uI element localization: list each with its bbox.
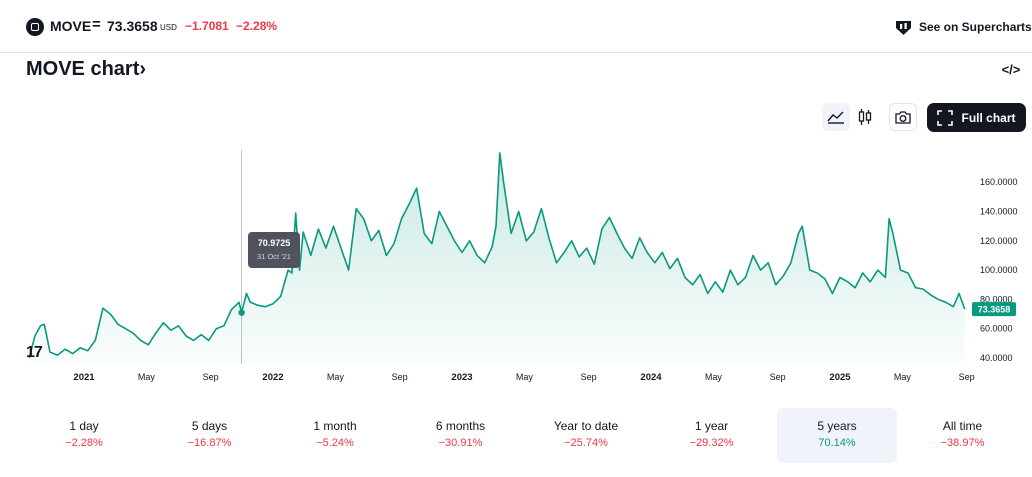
y-tick-label: 120.0000 bbox=[980, 236, 1018, 246]
price-chart[interactable]: 160.0000 140.0000 120.0000 100.0000 80.0000 6… bbox=[0, 140, 1032, 390]
x-tick-label: Sep bbox=[581, 372, 597, 382]
equals-sign: = bbox=[92, 16, 101, 33]
tradingview-logo[interactable]: 17 bbox=[26, 344, 43, 361]
y-tick-label: 100.0000 bbox=[980, 265, 1018, 275]
range-button[interactable]: 1 year −29.32% bbox=[652, 408, 772, 463]
x-tick-label: 2025 bbox=[829, 372, 851, 383]
x-tick-label: Sep bbox=[770, 372, 786, 382]
candlestick-button[interactable] bbox=[851, 103, 879, 131]
tooltip-date: 31 Oct '21 bbox=[257, 252, 291, 261]
last-price: 73.3658 bbox=[107, 18, 158, 34]
x-tick-label: May bbox=[516, 372, 534, 382]
x-tick-label: 2024 bbox=[640, 372, 662, 383]
price-change: −1.7081 bbox=[185, 19, 229, 33]
symbol-name[interactable]: MOVE bbox=[50, 18, 92, 34]
range-label: All time bbox=[942, 419, 983, 433]
see-on-supercharts-link[interactable]: See on Supercharts bbox=[894, 16, 1032, 38]
range-selector: 1 day −2.28% 5 days −16.87% 1 month −5.24% 6 m… bbox=[24, 408, 1032, 464]
range-button[interactable]: 6 months −30.91% bbox=[401, 408, 521, 463]
candlestick-icon bbox=[858, 109, 872, 125]
range-label: 1 day bbox=[69, 419, 99, 433]
range-button[interactable]: 1 day −2.28% bbox=[24, 408, 144, 463]
symbol-logo-icon bbox=[26, 18, 44, 36]
x-tick-label: May bbox=[327, 372, 345, 382]
area-chart-icon bbox=[827, 111, 844, 124]
range-button[interactable]: 5 days −16.87% bbox=[150, 408, 270, 463]
range-change: −29.32% bbox=[689, 437, 734, 449]
range-label: Year to date bbox=[553, 419, 619, 433]
x-tick-label: 2023 bbox=[451, 372, 472, 383]
x-tick-label: May bbox=[705, 372, 723, 382]
y-tick-label: 40.0000 bbox=[980, 353, 1013, 363]
x-tick-label: May bbox=[894, 372, 912, 382]
range-change: −38.97% bbox=[940, 437, 985, 449]
range-change: −30.91% bbox=[438, 437, 483, 449]
tooltip-value: 70.9725 bbox=[257, 238, 291, 248]
area-chart-button[interactable] bbox=[822, 103, 850, 131]
range-label: 5 years bbox=[817, 419, 857, 433]
page-title[interactable]: MOVE chart› bbox=[26, 58, 147, 80]
range-change: −16.87% bbox=[187, 437, 232, 449]
series-line bbox=[28, 152, 966, 359]
supercharts-label: See on Supercharts bbox=[919, 20, 1032, 34]
range-button[interactable]: All time −38.97% bbox=[903, 408, 1023, 463]
x-tick-label: Sep bbox=[392, 372, 408, 382]
price-tooltip: 70.9725 31 Oct '21 bbox=[248, 232, 300, 268]
range-label: 5 days bbox=[191, 419, 228, 433]
supercharts-icon bbox=[896, 20, 911, 35]
range-label: 1 month bbox=[313, 419, 357, 433]
range-button[interactable]: 5 years 70.14% bbox=[777, 408, 897, 463]
full-chart-label: Full chart bbox=[961, 110, 1016, 125]
price-change-percent: −2.28% bbox=[236, 19, 278, 33]
x-tick-label: May bbox=[138, 372, 156, 382]
embed-code-button[interactable]: </> bbox=[1001, 62, 1021, 77]
full-chart-button[interactable]: Full chart bbox=[927, 103, 1026, 132]
range-label: 1 year bbox=[694, 419, 729, 433]
range-change: 70.14% bbox=[818, 437, 856, 449]
symbol-header: MOVE = 73.3658 USD −1.7081 −2.28% See on… bbox=[0, 0, 1032, 53]
snapshot-button[interactable] bbox=[889, 103, 917, 131]
fullscreen-icon bbox=[937, 109, 954, 126]
camera-icon bbox=[895, 110, 911, 124]
range-button[interactable]: Year to date −25.74% bbox=[526, 408, 646, 463]
x-tick-label: Sep bbox=[959, 372, 975, 382]
y-tick-label: 140.0000 bbox=[980, 207, 1018, 217]
currency-label: USD bbox=[160, 23, 177, 32]
range-button[interactable]: 1 month −5.24% bbox=[275, 408, 395, 463]
x-tick-label: 2021 bbox=[73, 372, 95, 383]
y-tick-label: 160.0000 bbox=[980, 177, 1018, 187]
range-change: −25.74% bbox=[564, 437, 608, 449]
last-price-badge bbox=[972, 302, 1016, 317]
last-price-label: 73.3658 bbox=[978, 305, 1011, 315]
y-tick-label: 60.0000 bbox=[980, 324, 1013, 334]
x-tick-label: Sep bbox=[203, 372, 219, 382]
hover-point bbox=[238, 309, 245, 316]
range-label: 6 months bbox=[435, 419, 486, 433]
x-tick-label: 2022 bbox=[262, 372, 283, 383]
y-tick-label: 80.0000 bbox=[980, 294, 1013, 304]
area-fill bbox=[29, 152, 965, 364]
range-change: −2.28% bbox=[65, 437, 103, 449]
range-change: −5.24% bbox=[316, 437, 354, 449]
